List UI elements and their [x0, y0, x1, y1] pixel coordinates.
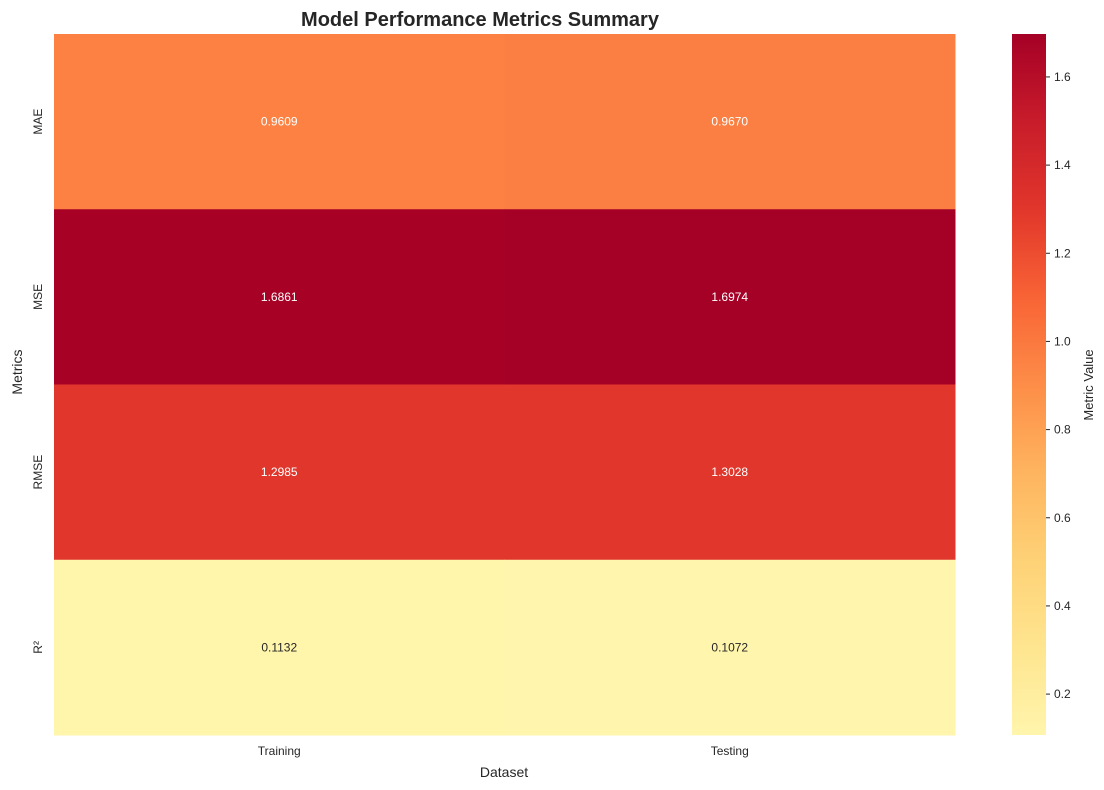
colorbar-tick-label: 1.6: [1054, 70, 1071, 84]
y-axis-label: Metrics: [9, 349, 25, 394]
heatmap-cell-labels: 0.9609 0.9670 1.6861 1.6974 1.2985 1.3028 0.11…: [261, 115, 749, 655]
colorbar-ticks: 0.2 0.4 0.6 0.8 1.0 1.2 1.4 1.6: [1046, 70, 1071, 701]
cell-value-label: 0.9609: [261, 115, 298, 129]
colorbar-tick-label: 0.6: [1054, 511, 1071, 525]
cell-value-label: 1.6861: [261, 290, 298, 304]
cell-value-label: 0.1072: [711, 640, 748, 654]
x-tick-label: Training: [258, 744, 301, 758]
x-tick-labels: Training Testing: [258, 744, 749, 758]
cell-value-label: 1.3028: [711, 465, 748, 479]
y-tick-label: R²: [31, 641, 45, 654]
cell-value-label: 0.1132: [261, 640, 297, 654]
cell-value-label: 1.2985: [261, 465, 298, 479]
colorbar-tick-label: 0.4: [1054, 599, 1071, 613]
cell-value-label: 0.9670: [711, 115, 748, 129]
x-axis-label: Dataset: [480, 764, 528, 780]
chart-title: Model Performance Metrics Summary: [301, 9, 660, 31]
heatmap-cell: [504, 559, 956, 736]
y-tick-label: RMSE: [31, 455, 45, 490]
heatmap-cell: [54, 209, 505, 385]
colorbar-tick-label: 1.2: [1054, 246, 1071, 260]
heatmap-cell: [504, 384, 956, 561]
colorbar: [1012, 34, 1046, 735]
x-tick-label: Testing: [711, 744, 749, 758]
heatmap-cell: [54, 559, 505, 736]
heatmap-cell: [504, 34, 956, 210]
colorbar-tick-label: 1.0: [1054, 334, 1071, 348]
heatmap-cell: [504, 209, 956, 385]
heatmap-cell: [54, 34, 505, 210]
colorbar-tick-label: 0.8: [1054, 423, 1071, 437]
cell-value-label: 1.6974: [711, 290, 748, 304]
y-tick-label: MAE: [31, 109, 45, 135]
colorbar-tick-label: 1.4: [1054, 158, 1071, 172]
colorbar-label: Metric Value: [1081, 349, 1096, 420]
y-tick-label: MSE: [31, 284, 45, 310]
heatmap-cell: [54, 384, 505, 561]
heatmap-cells: [54, 34, 956, 736]
colorbar-tick-label: 0.2: [1054, 687, 1071, 701]
y-tick-labels: MAE MSE RMSE R²: [31, 109, 45, 654]
